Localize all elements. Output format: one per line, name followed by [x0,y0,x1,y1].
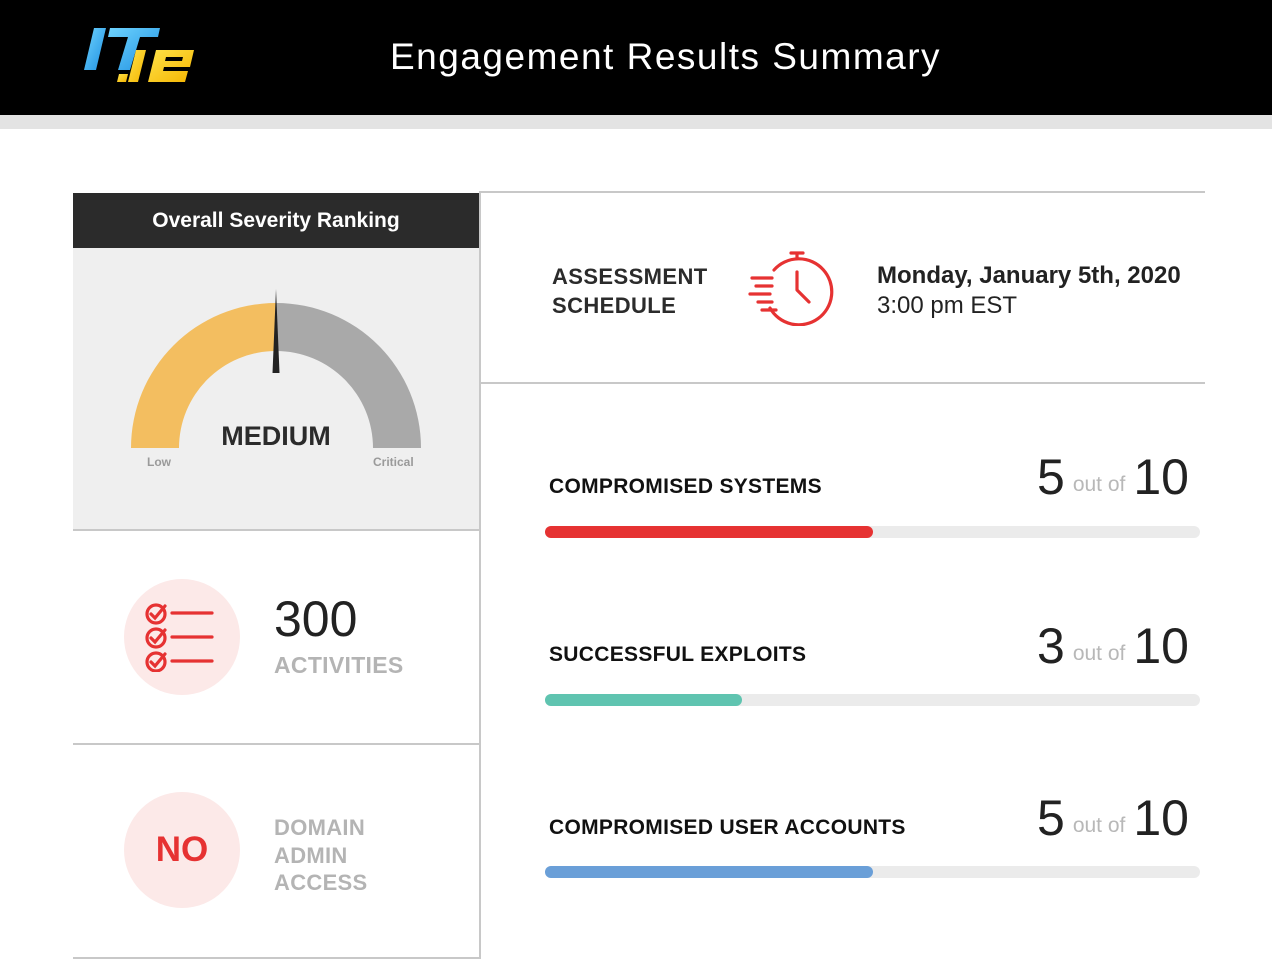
metric-value: 5 [1037,790,1065,846]
metric-score: 3 out of 10 [1037,617,1189,675]
gauge-needle [272,289,280,373]
severity-heading: Overall Severity Ranking [73,193,479,248]
header-bar: Engagement Results Summary [0,0,1272,115]
metric-value: 5 [1037,449,1065,505]
activities-count: 300 [274,591,358,647]
metric-out-of: out of [1072,473,1126,496]
gauge-low-label: Low [147,455,171,469]
metric-value: 3 [1037,618,1065,674]
domain-admin-label-line: ACCESS [274,870,368,895]
metric-label: COMPROMISED USER ACCOUNTS [549,816,906,839]
schedule-label-line: SCHEDULE [552,292,677,318]
metric-max: 10 [1133,790,1189,846]
metric-bar-fill [545,526,873,538]
itie-logo [84,28,194,82]
gauge-critical-label: Critical [373,455,414,469]
gauge-filled-arc [131,303,276,448]
fast-clock-icon [748,251,834,326]
frame-schedule-bottom [479,382,1205,384]
schedule-time: 3:00 pm EST [877,292,1018,319]
frame-left-2 [73,743,479,745]
severity-gauge [131,289,421,448]
checklist-icon [145,603,214,672]
severity-level: MEDIUM [221,421,331,451]
frame-vertical [479,191,481,959]
metric-bar-track [545,526,1200,538]
page-title: Engagement Results Summary [390,36,942,77]
metric-label: COMPROMISED SYSTEMS [549,475,822,498]
frame-bottom [73,957,479,959]
domain-admin-label: DOMAIN ADMIN ACCESS [274,814,368,897]
metric-label: SUCCESSFUL EXPLOITS [549,643,807,666]
metric-max: 10 [1133,618,1189,674]
gauge-empty-arc [276,303,421,448]
domain-admin-value: NO [155,830,209,869]
schedule-date: Monday, January 5th, 2020 [877,262,1181,289]
schedule-label: ASSESSMENT SCHEDULE [552,263,708,320]
header-divider [0,115,1272,129]
schedule-label-line: ASSESSMENT [552,264,708,289]
metric-score: 5 out of 10 [1037,448,1189,506]
frame-left-1 [73,529,479,531]
severity-panel: Overall Severity Ranking MEDIUM Low Crit… [73,193,479,529]
metric-score: 5 out of 10 [1037,789,1189,847]
metric-bar-track [545,694,1200,706]
metric-out-of: out of [1072,642,1126,665]
metric-max: 10 [1133,449,1189,505]
metric-bar-fill [545,694,742,706]
frame-top-right [479,191,1205,193]
domain-admin-badge: NO [124,792,240,908]
activities-badge [124,579,240,695]
domain-admin-label-line: ADMIN [274,842,348,868]
activities-label: ACTIVITIES [274,652,404,678]
metric-bar-track [545,866,1200,878]
metric-out-of: out of [1072,814,1126,837]
domain-admin-label-line: DOMAIN [274,815,366,840]
metric-bar-fill [545,866,873,878]
